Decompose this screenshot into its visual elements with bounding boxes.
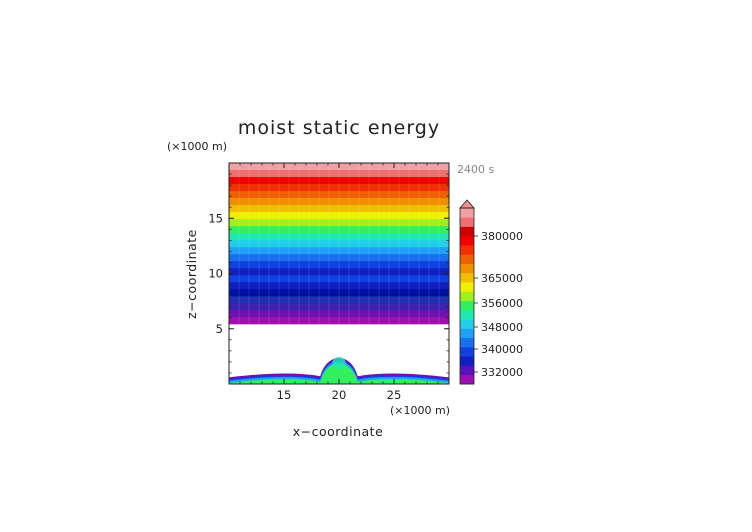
- colorbar-band: [460, 365, 474, 376]
- colorbar-tick-label: 365000: [481, 272, 523, 285]
- mse-band: [229, 177, 449, 185]
- bubble-core: [332, 357, 346, 370]
- mse-band: [229, 233, 449, 241]
- plot-area: 15 20 25 5 10 15: [208, 162, 450, 402]
- x-axis-unit: (×1000 m): [390, 404, 450, 417]
- mse-band: [229, 184, 449, 192]
- colorbar-band: [460, 337, 474, 348]
- colorbar-band: [460, 319, 474, 329]
- colorbar-band: [460, 245, 474, 255]
- mse-band: [229, 289, 449, 297]
- mse-band: [229, 191, 449, 199]
- colorbar-band: [460, 226, 474, 237]
- colorbar-band: [460, 254, 474, 264]
- colorbar-tick-label: 340000: [481, 343, 523, 356]
- colorbar-band: [460, 300, 474, 311]
- mse-band: [229, 198, 449, 206]
- colorbar: 380000 365000 356000 348000 340000 332000: [459, 199, 523, 385]
- mse-band: [229, 170, 449, 178]
- chart-title: moist static energy: [238, 117, 440, 139]
- mse-band: [229, 247, 449, 255]
- y-tick-label: 10: [208, 267, 223, 281]
- x-tick-label: 20: [332, 388, 347, 402]
- colorbar-band: [460, 356, 474, 366]
- mse-band: [229, 212, 449, 220]
- colorbar-tick-label: 380000: [481, 230, 523, 243]
- y-axis-label: z−coordinate: [184, 229, 199, 319]
- colorbar-band: [460, 328, 474, 339]
- mse-band: [229, 261, 449, 269]
- colorbar-tick-label: 332000: [481, 366, 523, 379]
- x-tick-label: 25: [387, 388, 402, 402]
- colorbar-band: [460, 282, 474, 292]
- ground-contour: [229, 363, 449, 384]
- mse-band: [229, 226, 449, 234]
- colorbar-frame: [459, 207, 475, 385]
- colorbar-band: [460, 309, 474, 320]
- x-tick-label: 15: [277, 388, 292, 402]
- mse-band: [229, 219, 449, 227]
- mse-band: [229, 282, 449, 290]
- colorbar-extend-triangle: [459, 199, 475, 209]
- colorbar-band: [460, 217, 474, 227]
- mse-band: [229, 303, 449, 311]
- colorbar-band: [460, 208, 474, 218]
- y-axis-unit: (×1000 m): [167, 140, 227, 153]
- mse-band: [229, 310, 449, 318]
- mse-band: [229, 317, 449, 325]
- mse-band: [229, 205, 449, 213]
- mse-band: [229, 296, 449, 304]
- mse-band: [229, 268, 449, 276]
- colorbar-band: [460, 291, 474, 302]
- colorbar-tick-label: 356000: [481, 297, 523, 310]
- time-label: 2400 s: [457, 163, 494, 176]
- colorbar-band: [460, 235, 474, 246]
- x-axis-label: x−coordinate: [293, 424, 384, 439]
- colorbar-band: [460, 263, 474, 274]
- mse-band: [229, 275, 449, 283]
- y-tick-label: 5: [216, 322, 223, 336]
- y-tick-label: 15: [208, 211, 223, 225]
- colorbar-band: [460, 272, 474, 283]
- colorbar-tick-label: 348000: [481, 321, 523, 334]
- mse-band: [229, 240, 449, 248]
- mse-band: [229, 254, 449, 262]
- colorbar-band: [460, 346, 474, 357]
- colorbar-band: [460, 374, 474, 385]
